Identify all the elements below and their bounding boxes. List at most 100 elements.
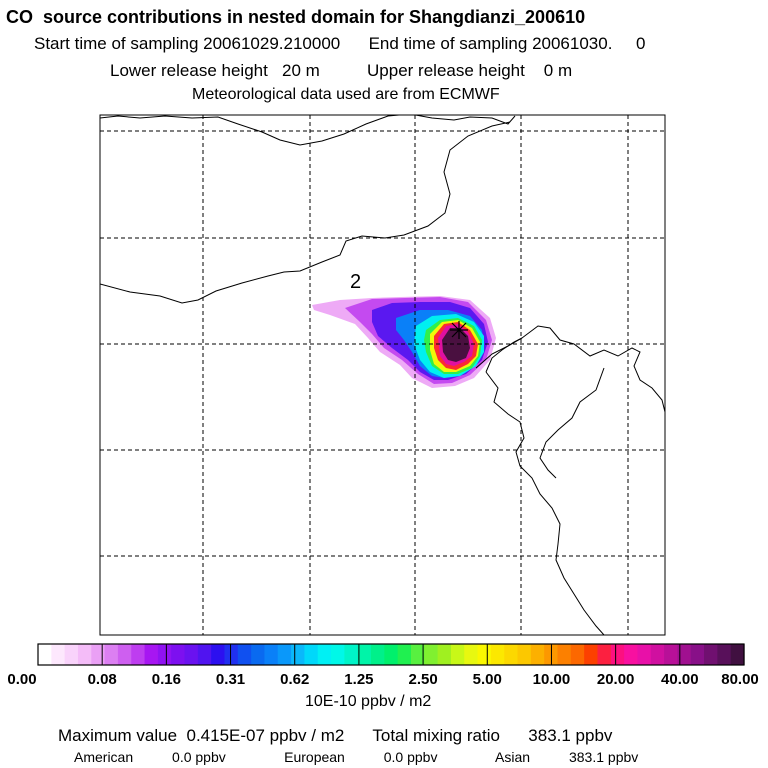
met-data-line: Meteorological data used are from ECMWF — [192, 86, 500, 103]
colorbar-swatch — [237, 644, 252, 665]
colorbar-tick-label: 1.25 — [344, 671, 374, 688]
colorbar-swatch — [450, 644, 465, 665]
region-value-american: 0.0 ppbv — [172, 749, 226, 765]
colorbar-tick-label: 10.00 — [532, 671, 571, 688]
region-value-asian: 383.1 ppbv — [568, 749, 639, 765]
colorbar-swatch — [690, 644, 705, 665]
start-time-label: Start time of sampling — [34, 34, 199, 53]
colorbar-swatch — [717, 644, 732, 665]
colorbar-swatch — [677, 644, 692, 665]
colorbar-swatch — [410, 644, 425, 665]
region-name-american: American — [74, 749, 134, 765]
end-time-label: End time of sampling — [368, 34, 528, 53]
plume-core — [442, 328, 470, 362]
max-value: 0.415E-07 ppbv / m2 — [186, 726, 345, 745]
eastern-coast — [539, 367, 605, 479]
colorbar-tick-label: 2.50 — [408, 671, 438, 688]
colorbar-tick-label: 80.00 — [721, 671, 759, 688]
colorbar-swatch — [650, 644, 665, 665]
upper-release-label: Upper release height — [367, 61, 525, 80]
colorbar-swatch — [344, 644, 359, 665]
colorbar-swatch — [77, 644, 92, 665]
colorbar-swatch — [117, 644, 132, 665]
colorbar-tick-label: 0.31 — [215, 671, 246, 688]
total-mixing-value: 383.1 ppbv — [528, 726, 613, 745]
plot-title: CO source contributions in nested domain… — [6, 7, 586, 27]
colorbar-swatch — [91, 644, 106, 665]
max-value-label: Maximum value — [58, 726, 178, 745]
receptor-star-icon — [450, 321, 468, 339]
region-value-european: 0.0 ppbv — [383, 749, 438, 765]
colorbar-swatch — [477, 644, 492, 665]
colorbar-swatch — [570, 644, 585, 665]
colorbar-swatch — [197, 644, 212, 665]
map-frame — [99, 114, 666, 636]
colorbar-swatch — [291, 644, 306, 665]
peninsula-coast — [485, 371, 605, 635]
colorbar-swatch — [437, 644, 452, 665]
map-area: 2 — [100, 115, 665, 635]
colorbar-swatch — [277, 644, 292, 665]
colorbar-swatch — [637, 644, 652, 665]
colorbar-swatch — [557, 644, 572, 665]
colorbar-swatch — [384, 644, 399, 665]
colorbar-swatch — [264, 644, 279, 665]
colorbar-swatch — [304, 644, 319, 665]
colorbar-swatch — [331, 644, 345, 665]
colorbar-tick-label: 0.16 — [151, 671, 181, 688]
lat-lon-grid — [100, 115, 665, 635]
coastline — [475, 325, 665, 413]
colorbar-swatch — [104, 644, 119, 665]
colorbar-swatch — [211, 644, 226, 665]
colorbar-swatch — [424, 644, 439, 665]
colorbar-swatch — [317, 644, 332, 665]
colorbar-swatch — [64, 644, 79, 665]
colorbar-swatch — [51, 644, 66, 665]
colorbar-swatch — [664, 644, 678, 665]
colorbar-frame — [37, 643, 745, 666]
lower-release-label: Lower release height — [110, 61, 268, 80]
upper-release-value: 0 m — [543, 61, 573, 80]
colorbar-swatch — [464, 644, 479, 665]
northern-border — [100, 115, 516, 146]
inner-border — [100, 121, 511, 304]
colorbar-swatch — [357, 644, 372, 665]
colorbar-swatch — [184, 644, 199, 665]
map-boundaries — [100, 115, 665, 635]
colorbar-swatch — [624, 644, 639, 665]
contour-label: 2 — [350, 271, 361, 293]
region-name-european: European — [284, 749, 345, 765]
region-name-asian: Asian — [495, 749, 531, 765]
colorbar-tick-label: 0.00 — [7, 671, 37, 688]
colorbar-swatch — [730, 644, 745, 665]
region-contributions: American 0.0 ppbv European 0.0 ppbv Asia… — [74, 750, 638, 764]
colorbar-swatch — [530, 644, 545, 665]
total-mixing-label: Total mixing ratio — [372, 726, 500, 745]
bay-coast — [485, 337, 523, 373]
colorbar-swatch — [224, 644, 239, 665]
colorbar-swatch — [517, 644, 532, 665]
colorbar-swatch — [371, 644, 385, 665]
colorbar-swatch — [251, 644, 266, 665]
concentration-plume — [312, 296, 496, 388]
colorbar-swatch — [704, 644, 718, 665]
start-time-value: 20061029.210000 — [203, 34, 341, 53]
colorbar-swatch — [584, 644, 599, 665]
colorbar-swatch — [157, 644, 172, 665]
colorbar-swatch — [397, 644, 412, 665]
colorbar-tick-label: 5.00 — [472, 671, 502, 688]
colorbar-tick-label: 40.00 — [661, 671, 699, 688]
colorbar-swatch — [504, 644, 519, 665]
colorbar-tick-label: 0.08 — [87, 671, 117, 688]
release-height-line: Lower release height 20 m Upper release … — [110, 62, 572, 79]
colorbar — [38, 644, 745, 665]
colorbar-swatch — [597, 644, 612, 665]
colorbar-swatch — [38, 644, 52, 665]
sampling-time-line: Start time of sampling 20061029.210000 E… — [34, 35, 646, 52]
colorbar-tick-label: 20.00 — [596, 671, 635, 688]
lower-release-value: 20 m — [282, 61, 320, 80]
colorbar-swatch — [171, 644, 186, 665]
colorbar-swatch — [131, 644, 146, 665]
colorbar-units: 10E-10 ppbv / m2 — [305, 693, 432, 710]
summary-line: Maximum value 0.415E-07 ppbv / m2 Total … — [58, 727, 612, 744]
